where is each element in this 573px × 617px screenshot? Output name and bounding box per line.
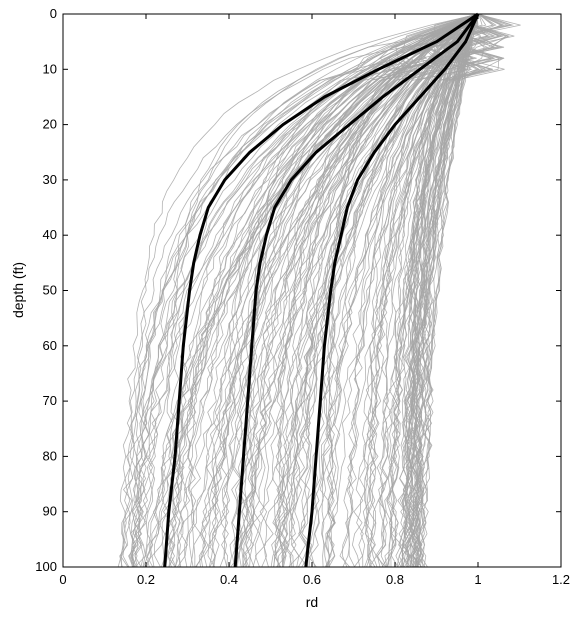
background-series-group — [117, 13, 521, 568]
background-series-line — [413, 13, 478, 568]
background-series-line — [120, 13, 479, 568]
x-axis-label: rd — [306, 594, 318, 610]
background-series-line — [370, 13, 479, 568]
y-tick-label: 90 — [43, 504, 57, 519]
background-series-line — [402, 13, 493, 568]
background-series-line — [130, 13, 479, 568]
background-series-line — [288, 13, 480, 568]
background-series-line — [233, 13, 479, 568]
x-tick-label: 0 — [59, 572, 66, 587]
x-tick-label: 0.8 — [386, 572, 404, 587]
background-series-line — [192, 13, 479, 568]
background-series-line — [170, 13, 478, 568]
y-tick-label: 0 — [50, 6, 57, 21]
background-series-line — [209, 13, 504, 568]
background-series-line — [420, 13, 478, 568]
background-series-line — [408, 13, 479, 568]
background-series-line — [134, 13, 480, 568]
background-series-line — [143, 13, 477, 568]
background-series-line — [277, 13, 478, 568]
background-series-line — [319, 13, 478, 568]
y-tick-label: 40 — [43, 227, 57, 242]
background-series-line — [117, 13, 480, 568]
background-series-line — [397, 13, 479, 568]
y-tick-label: 50 — [43, 283, 57, 298]
background-series-line — [366, 13, 478, 568]
x-tick-label: 0.4 — [220, 572, 238, 587]
background-series-line — [258, 13, 479, 568]
background-series-line — [195, 13, 479, 568]
background-series-line — [415, 13, 496, 568]
summary-curves-group — [163, 12, 480, 568]
y-tick-label: 80 — [43, 448, 57, 463]
background-series-line — [144, 13, 502, 568]
background-series-line — [131, 13, 478, 568]
y-axis-label: depth (ft) — [10, 262, 26, 318]
background-series-line — [307, 13, 478, 568]
x-tick-label: 0.2 — [137, 572, 155, 587]
background-series-line — [284, 13, 494, 568]
background-series-line — [121, 13, 479, 568]
background-series-line — [219, 13, 478, 568]
background-series-line — [211, 13, 479, 568]
background-series-line — [243, 13, 479, 568]
background-series-line — [384, 13, 480, 568]
background-series-line — [128, 13, 479, 568]
summary-curve-lower — [163, 12, 479, 568]
y-axis-ticks: 0 10 20 30 40 50 60 70 80 90 100 — [35, 6, 561, 574]
background-series-line — [151, 13, 478, 568]
background-series-line — [402, 13, 479, 568]
background-series-line — [263, 13, 479, 568]
background-series-line — [298, 13, 479, 568]
background-series-line — [389, 13, 505, 568]
y-tick-label: 70 — [43, 393, 57, 408]
background-series-line — [208, 13, 479, 568]
background-series-line — [146, 13, 479, 568]
summary-curve-upper — [304, 13, 480, 568]
background-series-line — [365, 13, 479, 568]
background-series-line — [119, 13, 478, 568]
background-series-line — [232, 13, 480, 568]
background-series-line — [377, 13, 479, 568]
background-series-line — [130, 13, 478, 568]
x-tick-label: 0.6 — [303, 572, 321, 587]
background-series-line — [165, 13, 478, 568]
background-series-line — [199, 13, 480, 568]
background-series-line — [377, 13, 504, 568]
background-series-line — [368, 13, 479, 568]
background-series-line — [281, 13, 495, 568]
background-series-line — [132, 13, 479, 568]
background-series-line — [146, 13, 478, 568]
background-series-line — [178, 13, 479, 568]
summary-curve-median — [233, 13, 480, 568]
y-tick-label: 60 — [43, 338, 57, 353]
background-series-line — [189, 13, 480, 568]
background-series-line — [375, 13, 487, 568]
background-series-line — [405, 13, 479, 567]
background-series-line — [386, 13, 479, 568]
background-series-line — [163, 13, 478, 568]
background-series-line — [391, 13, 479, 568]
background-series-line — [342, 13, 478, 568]
background-series-line — [168, 13, 478, 568]
x-tick-label: 1 — [474, 572, 481, 587]
y-tick-label: 10 — [43, 61, 57, 76]
background-series-line — [325, 13, 489, 568]
background-series-line — [342, 13, 478, 568]
background-series-line — [376, 13, 480, 568]
background-series-line — [308, 13, 482, 568]
y-tick-label: 100 — [35, 559, 57, 574]
x-tick-label: 1.2 — [552, 572, 570, 587]
y-tick-label: 30 — [43, 172, 57, 187]
background-series-line — [411, 13, 485, 568]
y-tick-label: 20 — [43, 117, 57, 132]
x-axis-ticks: 0 0.2 0.4 0.6 0.8 1 1.2 — [59, 14, 570, 587]
